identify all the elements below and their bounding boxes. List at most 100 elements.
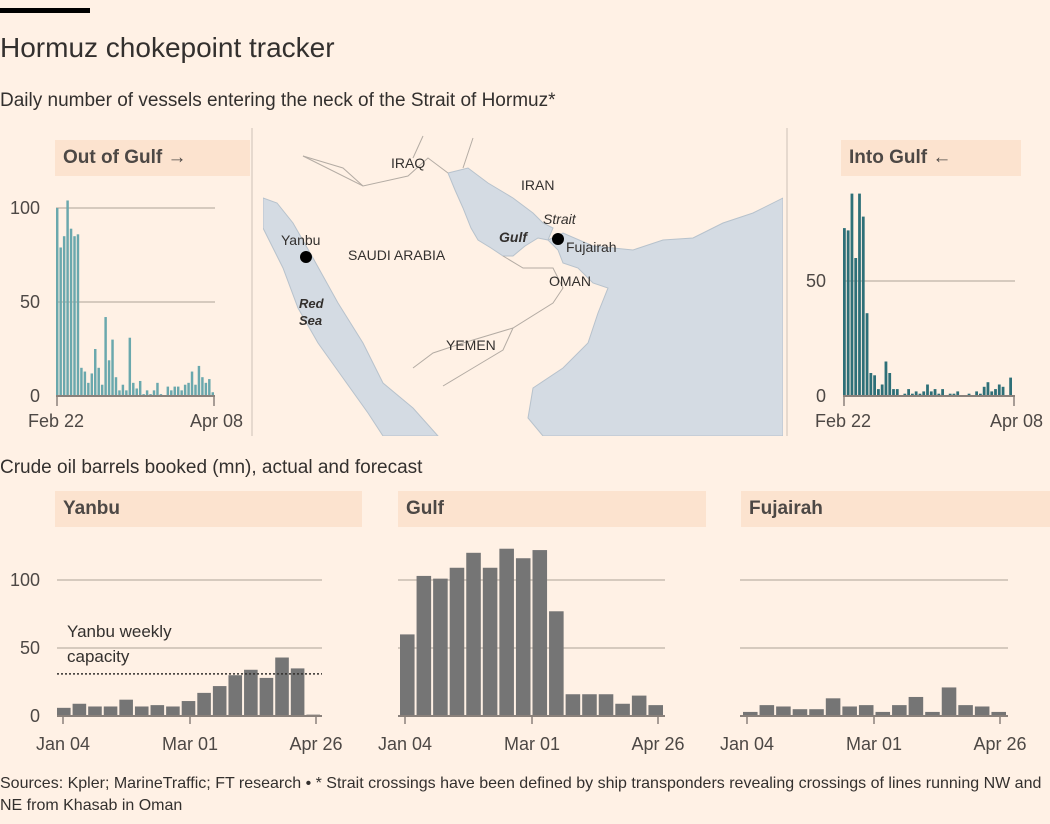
x-tick-label: Feb 22 xyxy=(815,411,871,431)
bar xyxy=(119,699,133,716)
x-tick-label: Apr 08 xyxy=(990,411,1043,431)
bar xyxy=(103,706,118,716)
charts-svg: 0 50 100 Feb 22 Apr 08 0 50 Feb 22 Apr 08 0 50 100 J… xyxy=(10,193,1043,754)
bar xyxy=(208,379,211,396)
persian-gulf xyxy=(447,167,554,257)
bar xyxy=(922,391,926,396)
bar xyxy=(128,337,132,396)
out-of-gulf-header: Out of Gulf → xyxy=(55,140,250,176)
label-saudi-arabia: SAUDI ARABIA xyxy=(348,247,446,263)
y-tick-label: 0 xyxy=(30,706,40,726)
bar xyxy=(869,373,873,396)
bar xyxy=(997,384,1001,396)
bar xyxy=(926,384,929,396)
bar xyxy=(986,382,990,396)
bar xyxy=(183,384,187,396)
bar xyxy=(875,711,891,716)
bar xyxy=(809,709,824,716)
bar xyxy=(134,706,149,716)
bar xyxy=(877,389,880,396)
label-strait: Strait xyxy=(543,211,577,227)
bar xyxy=(873,375,876,396)
bar xyxy=(565,694,581,716)
x-tick-label: Mar 01 xyxy=(846,734,902,754)
label-oman: OMAN xyxy=(549,273,591,289)
x-tick-label: Apr 08 xyxy=(190,411,243,431)
bar xyxy=(152,390,156,396)
bar xyxy=(792,709,808,716)
bar xyxy=(952,393,956,396)
bar xyxy=(76,234,80,396)
bar xyxy=(743,711,758,716)
x-tick-label: Jan 04 xyxy=(36,734,90,754)
bar xyxy=(858,705,874,716)
y-tick-label: 0 xyxy=(816,386,826,406)
divider xyxy=(786,128,788,436)
label-sea: Sea xyxy=(299,313,322,328)
bar xyxy=(212,686,227,716)
bar xyxy=(201,377,204,396)
bar xyxy=(187,382,190,396)
bar xyxy=(118,390,121,396)
bar xyxy=(290,668,305,716)
bar xyxy=(858,193,861,396)
bar xyxy=(956,391,960,396)
bar xyxy=(549,611,564,716)
label-yemen: YEMEN xyxy=(446,337,496,353)
bar xyxy=(903,393,907,396)
bar xyxy=(107,360,111,396)
bar xyxy=(180,390,183,396)
bar xyxy=(416,575,432,716)
bar xyxy=(482,567,498,716)
y-tick-label: 0 xyxy=(30,386,40,406)
bar xyxy=(861,216,865,396)
bar xyxy=(895,389,899,396)
bar xyxy=(176,386,180,396)
bar xyxy=(204,382,208,396)
bar xyxy=(57,707,71,716)
source-note: Sources: Kpler; MarineTraffic; FT resear… xyxy=(0,775,1042,814)
bar xyxy=(259,677,274,716)
gulf-header: Gulf xyxy=(398,491,706,527)
bar xyxy=(515,558,531,716)
bar xyxy=(166,706,180,716)
bar xyxy=(181,701,196,716)
bar xyxy=(929,391,933,396)
bar xyxy=(850,193,854,396)
y-tick-label: 50 xyxy=(806,271,826,291)
bar xyxy=(937,393,941,396)
bar xyxy=(958,705,973,716)
bar xyxy=(173,386,176,396)
bar xyxy=(197,365,201,396)
bar xyxy=(631,695,647,716)
y-tick-label: 100 xyxy=(10,570,40,590)
x-tick-label: Jan 04 xyxy=(720,734,774,754)
bar xyxy=(499,548,514,716)
bar xyxy=(150,705,165,716)
bar xyxy=(73,236,76,396)
bar xyxy=(884,361,888,396)
bar xyxy=(211,392,214,396)
subtitle: Daily number of vessels entering the nec… xyxy=(0,90,556,111)
arabian-sea xyxy=(527,197,783,436)
bar xyxy=(228,675,243,716)
bar xyxy=(843,228,846,396)
x-tick-label: Feb 22 xyxy=(28,411,84,431)
yanbu-header: Yanbu xyxy=(55,491,362,527)
bar xyxy=(615,703,630,716)
bar xyxy=(433,578,448,716)
bar xyxy=(911,393,914,396)
bar xyxy=(244,669,258,716)
label-gulf: Gulf xyxy=(499,229,528,245)
label-yanbu: Yanbu xyxy=(281,232,320,248)
label-red: Red xyxy=(299,296,325,311)
bar xyxy=(121,384,125,396)
bar xyxy=(880,384,884,396)
bar xyxy=(979,393,982,396)
bar xyxy=(80,367,83,396)
brand-bar xyxy=(0,8,90,13)
bar xyxy=(865,313,869,396)
bar xyxy=(90,373,94,396)
bar xyxy=(888,373,892,396)
